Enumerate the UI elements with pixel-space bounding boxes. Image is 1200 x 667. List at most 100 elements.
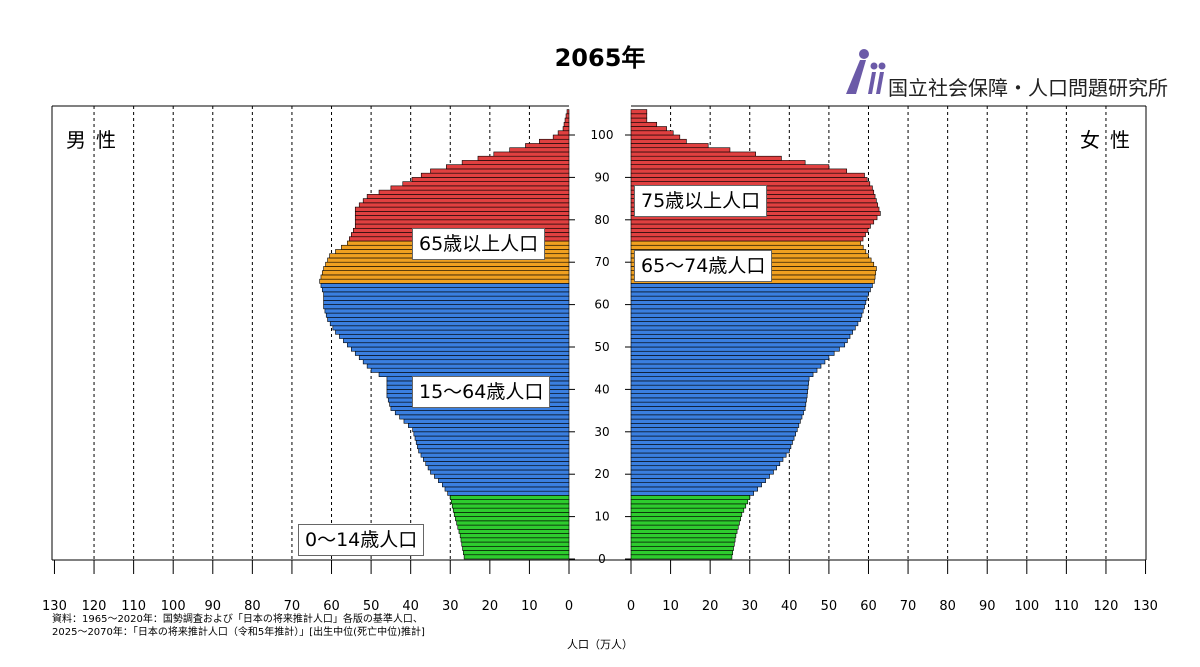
bar-male-age-87: [390, 185, 570, 191]
bar-female-age-4: [630, 537, 736, 543]
chart-title: 2065年: [554, 44, 646, 72]
bar-female-age-61: [630, 295, 868, 301]
x-tick-label-male-100: 100: [161, 599, 186, 614]
bar-male-age-89: [411, 177, 570, 182]
bar-female-age-27: [630, 439, 793, 445]
bar-female-age-11: [630, 507, 745, 513]
figures-logo-icon: [846, 49, 886, 94]
x-tick-label-male-0: 0: [565, 599, 573, 614]
bar-female-age-22: [630, 461, 781, 467]
x-tick-label-male-120: 120: [82, 599, 107, 614]
bar-female-age-90: [630, 172, 865, 178]
bar-male-age-66: [320, 274, 570, 280]
bar-male-age-18: [438, 478, 570, 483]
bar-female-age-36: [630, 401, 807, 407]
bar-female-age-21: [630, 465, 777, 471]
x-tick-label-male-60: 60: [323, 599, 340, 614]
bar-male-age-19: [434, 473, 570, 479]
bar-male-age-105: [566, 109, 570, 115]
bar-male-age-21: [427, 465, 570, 471]
bar-male-age-27: [415, 439, 570, 445]
bar-male-age-80: [354, 215, 570, 221]
bar-male-age-90: [420, 172, 570, 178]
male-label: 男性: [66, 128, 126, 152]
x-tick-label-male-90: 90: [205, 599, 222, 614]
bar-male-age-45: [366, 363, 570, 369]
bar-female-age-101: [630, 126, 667, 132]
bar-male-age-15: [447, 490, 570, 496]
bar-female-age-31: [630, 423, 800, 428]
y-tick-label-10: 10: [594, 510, 609, 524]
bar-female-age-1: [630, 550, 734, 556]
bar-male-age-28: [414, 435, 570, 441]
bar-female-age-58: [630, 308, 864, 314]
x-tick-label-male-50: 50: [363, 599, 380, 614]
bar-male-age-48: [354, 350, 570, 356]
bar-female-age-46: [630, 359, 826, 365]
label-65-plus-male: 65歳以上人口: [412, 228, 546, 260]
bar-female-age-93: [630, 160, 806, 165]
bar-male-age-100: [557, 130, 570, 136]
x-tick-label-female-40: 40: [781, 599, 798, 614]
bar-female-age-53: [630, 329, 853, 335]
bar-male-age-96: [509, 147, 570, 153]
bar-male-age-64: [320, 283, 570, 288]
bar-male-age-57: [325, 312, 570, 318]
bar-male-age-32: [403, 418, 570, 424]
bar-female-age-6: [630, 529, 738, 534]
bar-male-age-104: [565, 113, 570, 119]
x-tick-label-male-80: 80: [244, 599, 261, 614]
bar-male-age-22: [425, 461, 570, 467]
bar-female-age-8: [630, 520, 740, 526]
bar-female-age-104: [630, 113, 648, 119]
bar-female-age-18: [630, 478, 766, 483]
bar-male-age-65: [319, 278, 570, 284]
source-note-2: 2025～2070年：「日本の将来推計人口（令和5年推計）」[出生中位(死亡中位…: [52, 627, 425, 638]
bar-male-age-46: [362, 359, 570, 365]
bar-female-age-20: [630, 469, 774, 475]
label-0-14: 0～14歳人口: [298, 524, 425, 556]
bar-female-age-44: [630, 367, 818, 373]
bar-male-age-86: [378, 189, 570, 195]
bar-male-age-98: [539, 138, 570, 144]
bar-female-age-52: [630, 333, 851, 339]
bar-male-age-2: [462, 545, 570, 551]
y-tick-label-80: 80: [594, 213, 609, 227]
x-tick-label-female-10: 10: [662, 599, 679, 614]
x-axis-unit: 人口（万人）: [567, 638, 633, 651]
bar-female-age-55: [630, 321, 859, 327]
bar-female-age-0: [630, 554, 733, 560]
bar-female-age-17: [630, 482, 762, 488]
x-tick-label-female-30: 30: [741, 599, 758, 614]
bar-male-age-53: [335, 329, 570, 335]
bar-male-age-14: [449, 495, 570, 500]
label-15-64: 15～64歳人口: [412, 376, 551, 408]
bar-female-age-77: [630, 227, 869, 233]
bar-female-age-47: [630, 355, 830, 361]
bar-male-age-25: [418, 448, 570, 454]
bar-male-age-85: [366, 194, 570, 199]
bar-male-age-97: [525, 143, 570, 149]
bar-female-age-59: [630, 304, 865, 310]
bar-female-age-26: [630, 444, 792, 450]
y-tick-label-40: 40: [594, 382, 609, 396]
x-tick-label-female-0: 0: [627, 599, 635, 614]
bar-male-age-31: [408, 423, 570, 428]
bar-female-age-95: [630, 151, 756, 157]
x-tick-label-female-20: 20: [702, 599, 719, 614]
x-tick-label-female-90: 90: [979, 599, 996, 614]
bar-female-age-103: [630, 117, 648, 123]
bar-male-age-33: [399, 414, 570, 420]
bar-male-age-4: [460, 537, 570, 543]
female-label: 女性: [1080, 128, 1140, 152]
bar-male-age-3: [461, 541, 570, 547]
bar-female-age-9: [630, 516, 741, 522]
bar-male-age-79: [354, 219, 570, 225]
bar-female-age-92: [630, 164, 830, 170]
bar-female-age-38: [630, 393, 808, 399]
bar-male-age-61: [323, 295, 570, 301]
bar-male-age-9: [455, 516, 570, 522]
bar-female-age-98: [630, 138, 687, 144]
x-tick-label-male-70: 70: [284, 599, 301, 614]
